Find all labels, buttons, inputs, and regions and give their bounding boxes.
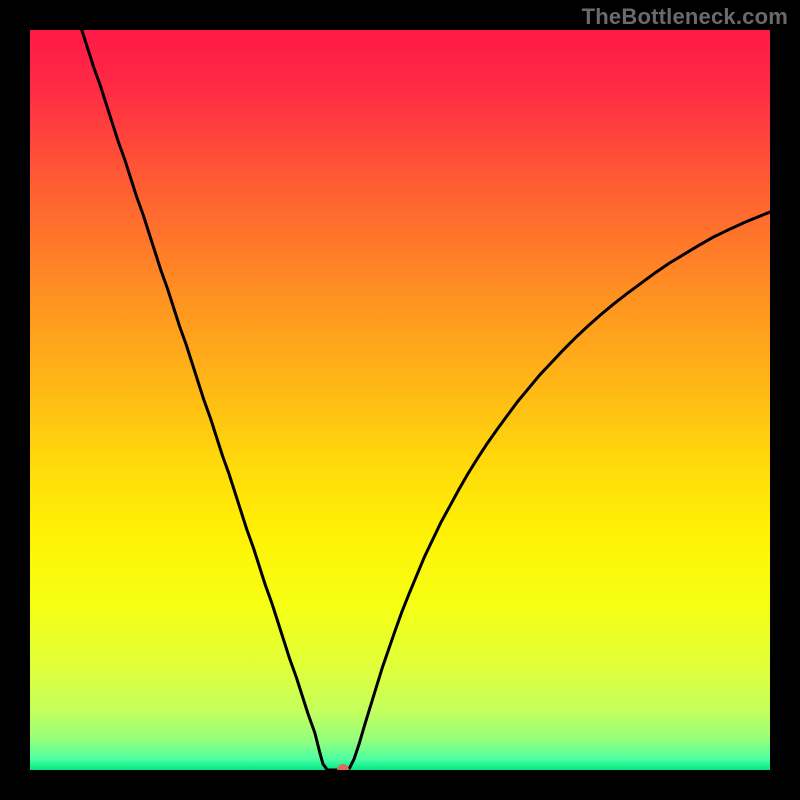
- curve-layer: [30, 30, 770, 770]
- chart-frame: TheBottleneck.com: [0, 0, 800, 800]
- bottleneck-curve: [82, 30, 770, 770]
- watermark-text: TheBottleneck.com: [582, 4, 788, 30]
- plot-area: [30, 30, 770, 770]
- vertex-marker-icon: [337, 764, 349, 770]
